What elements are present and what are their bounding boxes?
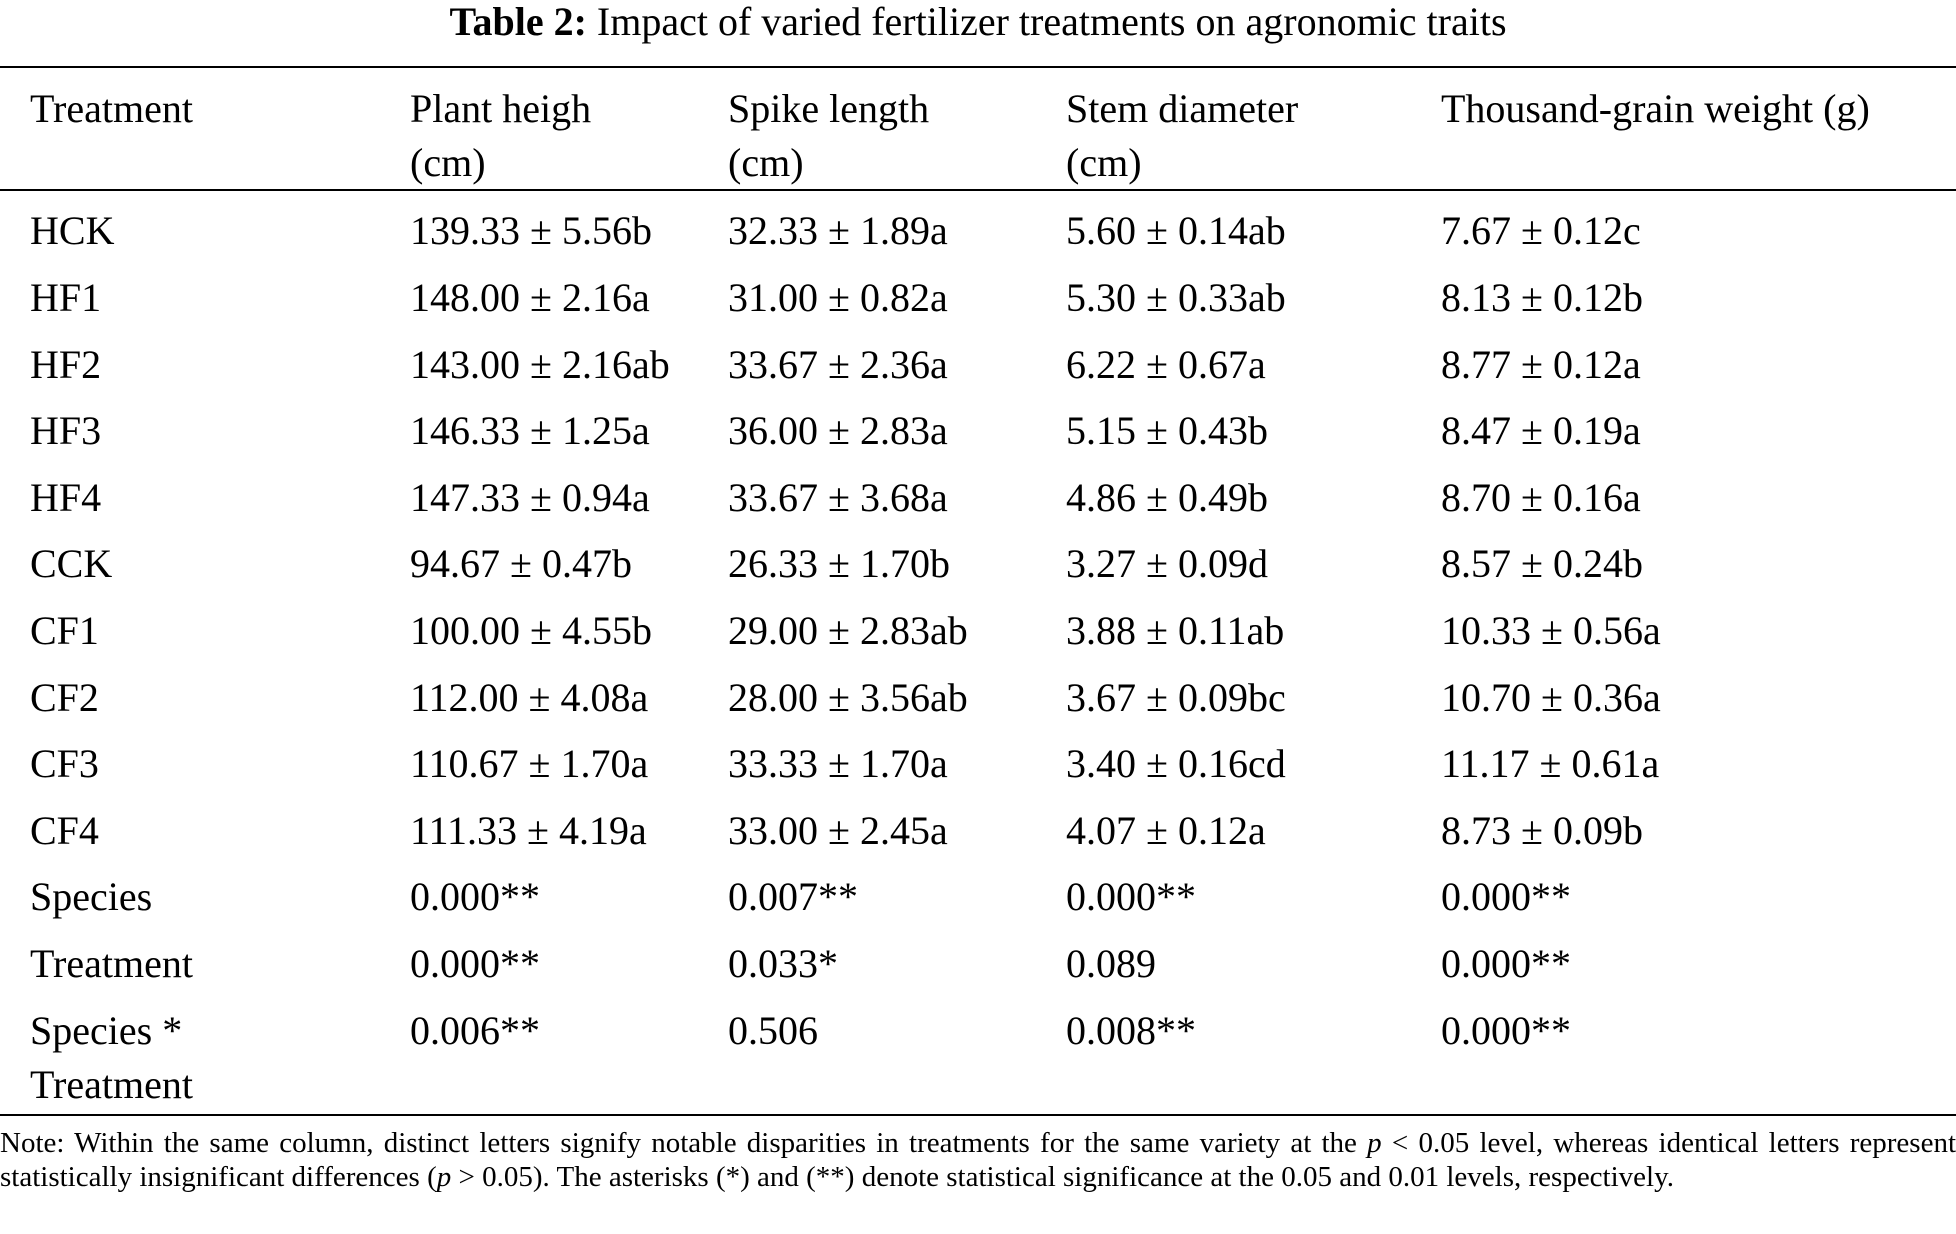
row-label: CF1 xyxy=(30,608,99,653)
column-header-line1: Thousand-grain weight (g) xyxy=(1441,86,1870,131)
table-cell: 3.88 ± 0.11ab xyxy=(1066,608,1285,653)
column-header-line2: (cm) xyxy=(410,140,486,185)
table-cell: 32.33 ± 1.89a xyxy=(728,208,948,253)
table-cell: 0.033* xyxy=(728,941,838,986)
table-note: Note: Within the same column, distinct l… xyxy=(0,1126,1956,1194)
table-cell: 146.33 ± 1.25a xyxy=(410,408,650,453)
table-cell: 112.00 ± 4.08a xyxy=(410,675,649,720)
table-cell: 33.00 ± 2.45a xyxy=(728,808,948,853)
table-cell: 8.70 ± 0.16a xyxy=(1441,475,1641,520)
row-label: CCK xyxy=(30,541,113,586)
column-header: Plant heigh (cm) xyxy=(410,82,720,190)
table-cell: 0.007** xyxy=(728,874,858,919)
column-header: Treatment xyxy=(30,82,400,136)
table-cell: 6.22 ± 0.67a xyxy=(1066,342,1266,387)
table-cell: 0.506 xyxy=(728,1008,818,1053)
table-cell: 4.07 ± 0.12a xyxy=(1066,808,1266,853)
column-header-line2: (cm) xyxy=(1066,140,1142,185)
row-label: Species * Treatment xyxy=(30,1008,193,1107)
table-cell: 0.000** xyxy=(1441,1008,1571,1053)
table-caption: Table 2: Impact of varied fertilizer tre… xyxy=(0,0,1956,44)
table-cell: 33.67 ± 3.68a xyxy=(728,475,948,520)
table-cell: 3.67 ± 0.09bc xyxy=(1066,675,1286,720)
table-cell: 33.67 ± 2.36a xyxy=(728,342,948,387)
table-cell: 7.67 ± 0.12c xyxy=(1441,208,1641,253)
table-cell: 10.70 ± 0.36a xyxy=(1441,675,1661,720)
table-cell: 11.17 ± 0.61a xyxy=(1441,741,1660,786)
column-header: Stem diameter (cm) xyxy=(1066,82,1436,190)
table-cell: 0.000** xyxy=(1441,874,1571,919)
row-label: HF1 xyxy=(30,275,102,320)
note-p-1: p xyxy=(1367,1127,1382,1159)
caption-title: Impact of varied fertilizer treatments o… xyxy=(596,0,1507,44)
table-cell: 36.00 ± 2.83a xyxy=(728,408,948,453)
table-cell: 26.33 ± 1.70b xyxy=(728,541,950,586)
table-cell: 33.33 ± 1.70a xyxy=(728,741,948,786)
note-text-2: < 0.05 level, whereas identical letters … xyxy=(0,1127,1956,1193)
row-label: HF3 xyxy=(30,408,102,453)
note-text-3: > 0.05). The asterisks (*) and (**) deno… xyxy=(451,1161,1674,1193)
table-cell: 8.77 ± 0.12a xyxy=(1441,342,1641,387)
row-label: HF2 xyxy=(30,342,102,387)
table-cell: 8.13 ± 0.12b xyxy=(1441,275,1643,320)
row-label: HCK xyxy=(30,208,115,253)
table-cell: 10.33 ± 0.56a xyxy=(1441,608,1661,653)
table-cell: 29.00 ± 2.83ab xyxy=(728,608,968,653)
column-header-line2: (cm) xyxy=(728,140,804,185)
row-label: CF4 xyxy=(30,808,99,853)
row-label: HF4 xyxy=(30,475,102,520)
column-header-line1: Treatment xyxy=(30,86,193,131)
note-text-1: Note: Within the same column, distinct l… xyxy=(0,1127,1368,1159)
table-cell: 0.089 xyxy=(1066,941,1156,986)
table-cell: 3.27 ± 0.09d xyxy=(1066,541,1268,586)
table-cell: 31.00 ± 0.82a xyxy=(728,275,948,320)
table-cell: 143.00 ± 2.16ab xyxy=(410,342,670,387)
header-rule xyxy=(0,189,1956,191)
column-header: Spike length (cm) xyxy=(728,82,1058,190)
column-header-line1: Plant heigh xyxy=(410,86,592,131)
table-cell: 4.86 ± 0.49b xyxy=(1066,475,1268,520)
table-cell: 8.73 ± 0.09b xyxy=(1441,808,1643,853)
table-cell: 0.000** xyxy=(410,874,540,919)
table-cell: 0.000** xyxy=(1441,941,1571,986)
table-cell: 0.000** xyxy=(1066,874,1196,919)
table-cell: 5.60 ± 0.14ab xyxy=(1066,208,1286,253)
column-header-line1: Spike length xyxy=(728,86,930,131)
table-cell: 148.00 ± 2.16a xyxy=(410,275,650,320)
row-label: Species xyxy=(30,874,153,919)
table-cell: 5.30 ± 0.33ab xyxy=(1066,275,1286,320)
table-cell: 94.67 ± 0.47b xyxy=(410,541,632,586)
table-cell: 147.33 ± 0.94a xyxy=(410,475,650,520)
row-label: Treatment xyxy=(30,941,193,986)
top-rule xyxy=(0,66,1956,68)
note-p-2: p xyxy=(436,1161,452,1193)
table-cell: 100.00 ± 4.55b xyxy=(410,608,652,653)
table-cell: 139.33 ± 5.56b xyxy=(410,208,652,253)
row-label: CF3 xyxy=(30,741,99,786)
column-header: Thousand-grain weight (g) xyxy=(1441,82,1951,136)
bottom-rule xyxy=(0,1114,1956,1116)
table-cell: 3.40 ± 0.16cd xyxy=(1066,741,1286,786)
table-cell: 8.47 ± 0.19a xyxy=(1441,408,1641,453)
row-label: CF2 xyxy=(30,675,99,720)
table-cell: 110.67 ± 1.70a xyxy=(410,741,649,786)
table-cell: 0.000** xyxy=(410,941,540,986)
table-cell: 0.006** xyxy=(410,1008,540,1053)
caption-label: Table 2: xyxy=(449,0,587,44)
table-cell: 8.57 ± 0.24b xyxy=(1441,541,1643,586)
table-cell: 28.00 ± 3.56ab xyxy=(728,675,968,720)
table-cell: 111.33 ± 4.19a xyxy=(410,808,647,853)
table-cell: 0.008** xyxy=(1066,1008,1196,1053)
column-header-line1: Stem diameter xyxy=(1066,86,1299,131)
table-cell: 5.15 ± 0.43b xyxy=(1066,408,1268,453)
